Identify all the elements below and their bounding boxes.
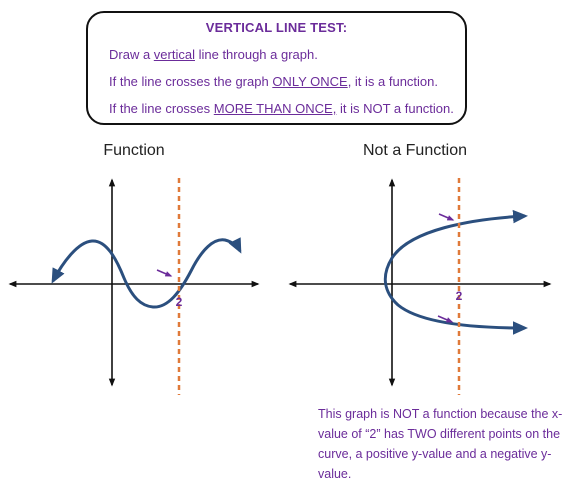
rule-line-2-pre: If the line crosses the graph (109, 74, 273, 89)
rule-line-1: Draw a vertical line through a graph. (109, 47, 318, 62)
function-graph: 2 (8, 178, 260, 395)
rule-line-1-post: line through a graph. (194, 47, 318, 62)
rule-line-3-post: it is NOT a function. (336, 101, 454, 116)
rule-title: VERTICAL LINE TEST: (205, 20, 348, 35)
not-function-upper-intersection-arrow (438, 213, 455, 221)
function-title: Function (103, 142, 164, 159)
not-function-x-marker-label: 2 (456, 289, 463, 303)
not-function-parabola-curve (383, 209, 528, 335)
rule-line-3: If the line crosses MORE THAN ONCE, it i… (109, 101, 454, 116)
rule-line-1-underlined: vertical (153, 47, 195, 62)
not-function-graph: 2 (288, 178, 552, 395)
function-intersection-arrow (156, 269, 173, 277)
not-function-title: Not a Function (363, 142, 467, 159)
rule-line-3-pre: If the line crosses (109, 101, 214, 116)
function-sine-curve (51, 237, 242, 309)
rule-line-2-underlined: ONLY ONCE (272, 74, 348, 89)
rule-line-1-pre: Draw a (109, 47, 154, 62)
rule-line-2: If the line crosses the graph ONLY ONCE,… (109, 74, 438, 89)
not-function-lower-intersection-arrow (437, 315, 454, 323)
function-x-marker-label: 2 (176, 295, 183, 309)
vertical-line-test-box: VERTICAL LINE TEST: Draw a vertical line… (86, 11, 467, 125)
rule-line-2-post: , it is a function. (347, 74, 439, 89)
explanation-note: This graph is NOT a function because the… (318, 407, 563, 481)
rule-line-3-underlined: MORE THAN ONCE, (213, 101, 337, 116)
